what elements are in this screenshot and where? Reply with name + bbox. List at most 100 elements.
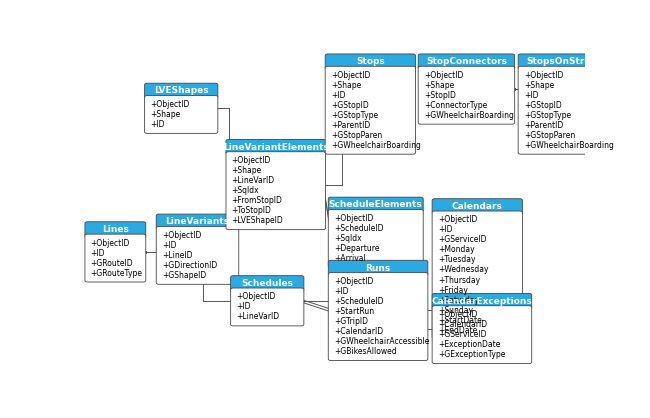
Text: Calendars: Calendars: [452, 202, 502, 211]
Text: +FromStopID: +FromStopID: [231, 196, 283, 205]
Text: +CalendarID: +CalendarID: [334, 327, 383, 336]
Text: +GBikesAllowed: +GBikesAllowed: [334, 347, 396, 356]
FancyBboxPatch shape: [432, 306, 532, 364]
FancyBboxPatch shape: [418, 66, 515, 124]
Text: +ConnectorType: +ConnectorType: [424, 101, 487, 110]
Text: +Wednesday: +Wednesday: [437, 265, 488, 275]
Text: +ObjectID: +ObjectID: [424, 71, 463, 80]
Text: +GWheelchairAccessible: +GWheelchairAccessible: [334, 337, 429, 346]
FancyBboxPatch shape: [325, 66, 415, 154]
Text: +EndDate: +EndDate: [437, 326, 477, 334]
Text: +LineID: +LineID: [162, 251, 192, 260]
Text: +ObjectID: +ObjectID: [437, 215, 477, 224]
Text: +ObjectID: +ObjectID: [162, 231, 202, 240]
FancyBboxPatch shape: [144, 83, 218, 99]
Text: +CalendarID: +CalendarID: [437, 320, 487, 329]
Text: +ID: +ID: [162, 241, 176, 250]
Text: +LineVarID: +LineVarID: [231, 176, 275, 185]
Text: StopConnectors: StopConnectors: [426, 57, 507, 66]
FancyBboxPatch shape: [518, 66, 615, 154]
Text: +ObjectID: +ObjectID: [334, 277, 373, 286]
Text: +GDirectionID: +GDirectionID: [162, 261, 217, 270]
FancyBboxPatch shape: [328, 209, 423, 268]
Text: +ScheduleID: +ScheduleID: [334, 297, 384, 306]
Text: +StopID: +StopID: [424, 91, 456, 100]
Text: +ObjectID: +ObjectID: [334, 214, 373, 223]
FancyBboxPatch shape: [518, 54, 615, 69]
Text: +ParentID: +ParentID: [331, 121, 370, 130]
Text: +ID: +ID: [331, 91, 345, 100]
Text: +ObjectID: +ObjectID: [331, 71, 370, 80]
Text: +GExceptionType: +GExceptionType: [437, 350, 505, 359]
Text: +GServiceID: +GServiceID: [437, 235, 486, 245]
Text: +Sunday: +Sunday: [437, 306, 473, 314]
Text: Schedules: Schedules: [241, 279, 293, 288]
Text: +ID: +ID: [150, 120, 164, 129]
Text: +GTripID: +GTripID: [334, 317, 368, 326]
FancyBboxPatch shape: [328, 273, 428, 361]
Text: +ObjectID: +ObjectID: [437, 310, 477, 319]
Text: LVEShapes: LVEShapes: [154, 87, 209, 95]
Text: +ID: +ID: [334, 287, 348, 296]
FancyBboxPatch shape: [328, 197, 423, 213]
Text: +ID: +ID: [236, 303, 251, 311]
Text: +GWheelchairBoarding: +GWheelchairBoarding: [424, 111, 514, 120]
Text: +ObjectID: +ObjectID: [150, 100, 190, 109]
Text: +ObjectID: +ObjectID: [90, 239, 130, 247]
Text: +GStopType: +GStopType: [524, 111, 571, 120]
FancyBboxPatch shape: [156, 227, 239, 284]
Text: +ParentID: +ParentID: [524, 121, 563, 130]
Text: StopsOnStreets: StopsOnStreets: [526, 57, 606, 66]
FancyBboxPatch shape: [432, 199, 523, 214]
Text: +Tuesday: +Tuesday: [437, 255, 475, 265]
Text: +Shape: +Shape: [150, 110, 181, 119]
Text: +Saturday: +Saturday: [437, 296, 479, 305]
FancyBboxPatch shape: [85, 234, 146, 282]
Text: +SqIdx: +SqIdx: [334, 234, 361, 243]
Text: +Shape: +Shape: [231, 166, 262, 175]
Text: +SqIdx: +SqIdx: [231, 186, 259, 195]
Text: LineVariantElements: LineVariantElements: [223, 143, 329, 152]
FancyBboxPatch shape: [325, 54, 415, 69]
Text: +LVEShapeID: +LVEShapeID: [231, 216, 283, 225]
Text: +GStopParen: +GStopParen: [331, 131, 382, 140]
Text: +Shape: +Shape: [524, 81, 554, 90]
Text: +GStopID: +GStopID: [331, 101, 369, 110]
Text: +Shape: +Shape: [424, 81, 454, 90]
Text: +Shape: +Shape: [331, 81, 361, 90]
FancyBboxPatch shape: [156, 214, 239, 229]
Text: +ID: +ID: [90, 249, 105, 257]
FancyBboxPatch shape: [231, 276, 304, 291]
Text: +GRouteType: +GRouteType: [90, 269, 142, 278]
FancyBboxPatch shape: [432, 293, 532, 309]
Text: +GWheelchairBoarding: +GWheelchairBoarding: [331, 141, 421, 150]
Text: +ScheduleID: +ScheduleID: [334, 224, 384, 233]
FancyBboxPatch shape: [231, 288, 304, 326]
Text: CalendarExceptions: CalendarExceptions: [432, 297, 532, 306]
FancyBboxPatch shape: [418, 54, 515, 69]
Text: +GStopParen: +GStopParen: [524, 131, 575, 140]
FancyBboxPatch shape: [226, 140, 326, 155]
Text: +GStopID: +GStopID: [524, 101, 562, 110]
FancyBboxPatch shape: [432, 211, 523, 339]
Text: +StartRun: +StartRun: [334, 307, 374, 316]
Text: Stops: Stops: [356, 57, 385, 66]
Text: +ObjectID: +ObjectID: [236, 293, 276, 301]
Text: ScheduleElements: ScheduleElements: [329, 200, 422, 209]
Text: +ExceptionDate: +ExceptionDate: [437, 340, 500, 349]
Text: +GServiceID: +GServiceID: [437, 330, 486, 339]
Text: +LineVarID: +LineVarID: [236, 313, 280, 321]
FancyBboxPatch shape: [144, 96, 218, 133]
Text: +GStopType: +GStopType: [331, 111, 378, 120]
Text: +Monday: +Monday: [437, 245, 474, 255]
FancyBboxPatch shape: [85, 222, 146, 237]
Text: +StartDate: +StartDate: [437, 316, 482, 324]
Text: +GWheelchairBoarding: +GWheelchairBoarding: [524, 141, 614, 150]
Text: +Arrival: +Arrival: [334, 254, 366, 263]
Text: +ID: +ID: [524, 91, 538, 100]
Text: +ID: +ID: [437, 225, 452, 234]
Text: Lines: Lines: [102, 225, 129, 234]
FancyBboxPatch shape: [226, 152, 326, 229]
Text: +GShapeID: +GShapeID: [162, 271, 206, 280]
Text: Runs: Runs: [365, 264, 391, 273]
